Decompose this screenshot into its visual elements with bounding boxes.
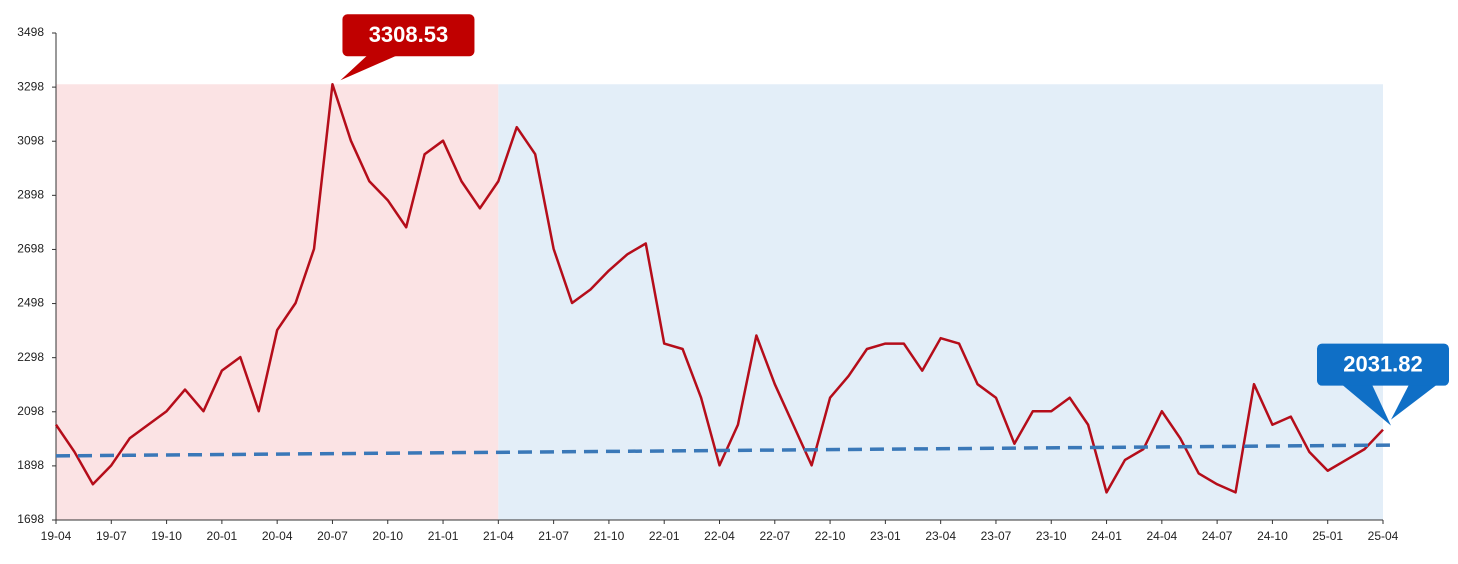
- annotation-pointer: [1342, 384, 1391, 426]
- y-tick-label: 3298: [17, 79, 44, 93]
- annotation-box: [1317, 343, 1449, 386]
- x-tick-label: 24-04: [1146, 529, 1177, 543]
- x-tick-label: 20-01: [207, 529, 238, 543]
- x-tick-label: 23-07: [981, 529, 1012, 543]
- y-tick-label: 2098: [17, 404, 44, 418]
- y-tick-label: 2898: [17, 188, 44, 202]
- x-tick-label: 21-07: [538, 529, 569, 543]
- x-tick-label: 22-01: [649, 529, 680, 543]
- x-tick-label: 22-07: [759, 529, 790, 543]
- x-tick-label: 24-10: [1257, 529, 1288, 543]
- x-tick-label: 23-04: [925, 529, 956, 543]
- x-tick-label: 20-10: [372, 529, 403, 543]
- x-tick-label: 24-01: [1091, 529, 1122, 543]
- annotation-label: 2031.82: [1343, 351, 1423, 376]
- x-tick-label: 23-10: [1036, 529, 1067, 543]
- x-tick-label: 19-10: [151, 529, 182, 543]
- x-tick-label: 19-04: [41, 529, 72, 543]
- x-tick-label: 20-07: [317, 529, 348, 543]
- line: [54, 83, 1384, 494]
- x-tick-label: 24-07: [1202, 529, 1233, 543]
- x-tick-label: 23-01: [870, 529, 901, 543]
- x-tick-label: 21-10: [594, 529, 625, 543]
- x-tick-label: 22-10: [815, 529, 846, 543]
- annotation-pointer: [1391, 384, 1437, 420]
- trend-line: [55, 443, 1394, 458]
- x-tick-label: 22-04: [704, 529, 735, 543]
- x-tick-label: 20-04: [262, 529, 293, 543]
- y-tick-label: 1698: [17, 512, 44, 526]
- annotation-label: 3308.53: [369, 22, 449, 47]
- x-tick-label: 21-01: [428, 529, 459, 543]
- y-tick-label: 2498: [17, 296, 44, 310]
- annotation-box: [342, 14, 475, 57]
- y-tick-label: 1898: [17, 458, 44, 472]
- x-tick-label: 19-07: [96, 529, 127, 543]
- annotation-pointer: [340, 55, 398, 81]
- region: [498, 84, 1383, 521]
- y-tick-label: 2298: [17, 350, 44, 364]
- y-tick-label: 3098: [17, 133, 44, 147]
- x-tick-label: 25-04: [1368, 529, 1399, 543]
- y-tick-label: 2698: [17, 242, 44, 256]
- x-tick-label: 21-04: [483, 529, 514, 543]
- x-tick-label: 25-01: [1312, 529, 1343, 543]
- y-tick-label: 3498: [17, 25, 44, 39]
